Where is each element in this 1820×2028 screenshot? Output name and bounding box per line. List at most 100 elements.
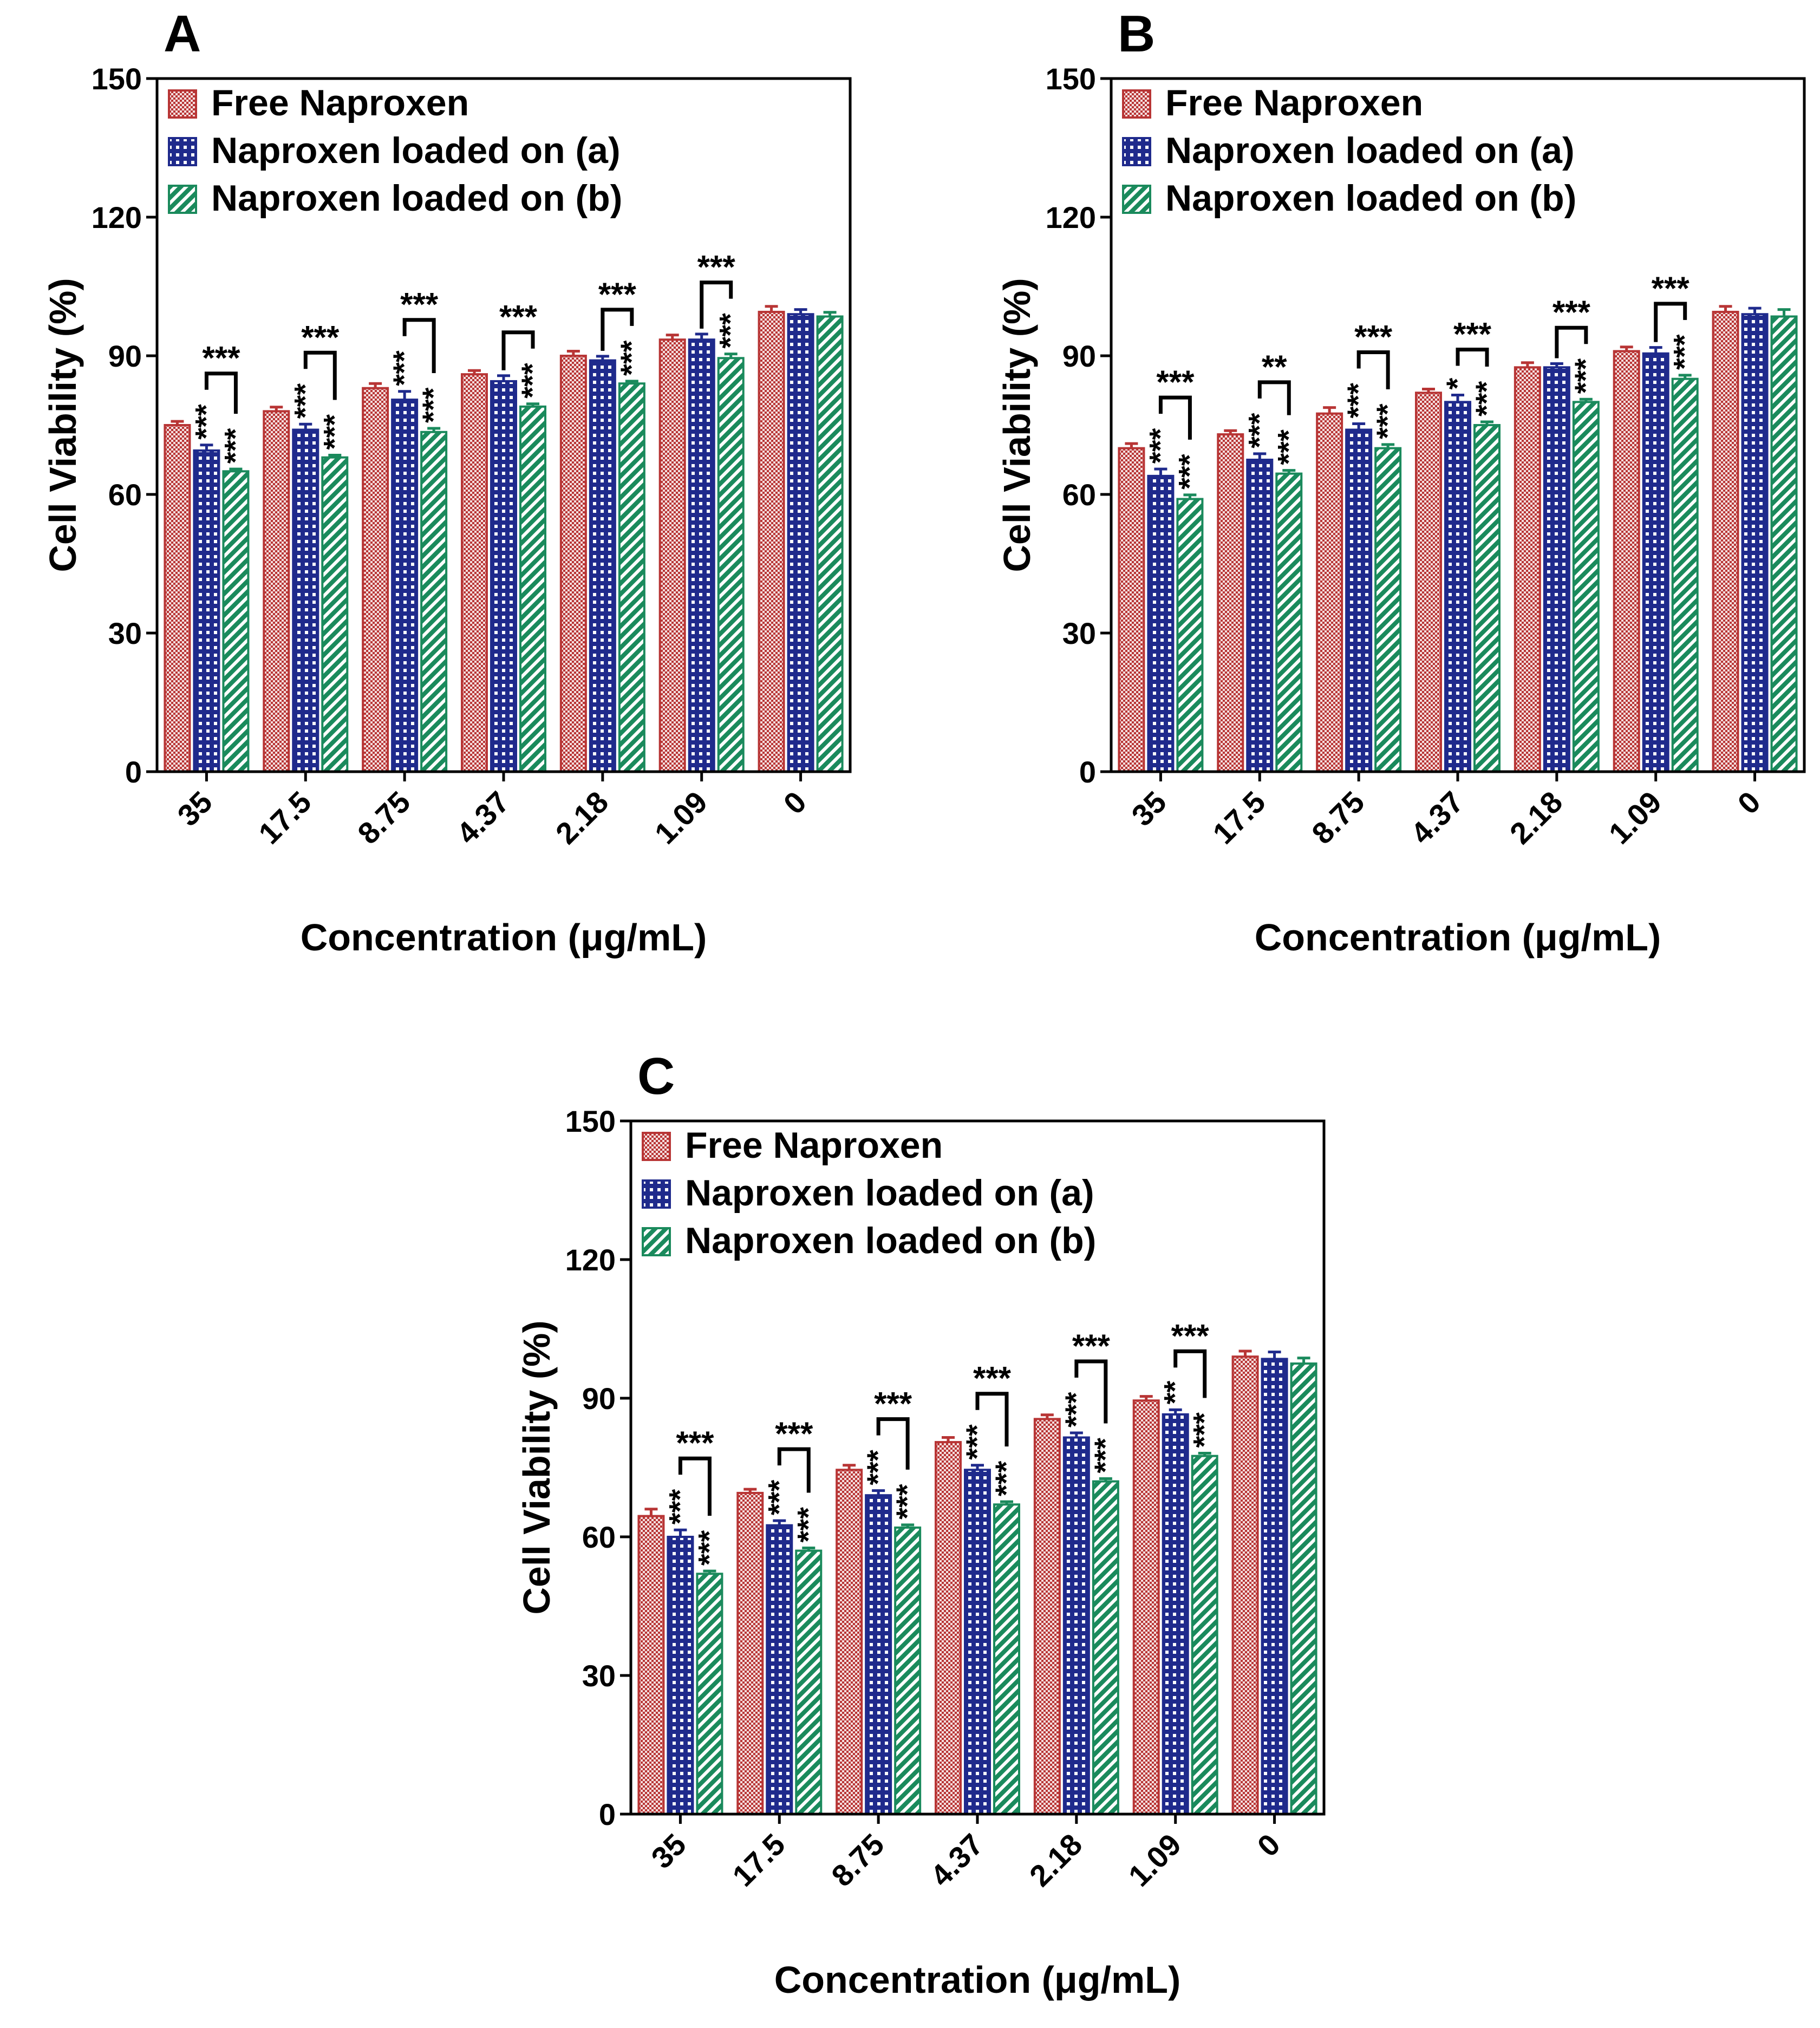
error-bar: [901, 1523, 915, 1528]
legend-swatch: [1122, 185, 1151, 214]
panel-letter: A: [164, 5, 201, 63]
significance-label: ***: [662, 1489, 696, 1525]
bar-A-17.5-s1: [292, 428, 319, 773]
error-bar: [1748, 307, 1762, 315]
significance-bracket: [501, 330, 535, 370]
error-bar: [299, 422, 312, 430]
error-bar: [765, 305, 778, 312]
plot-frame: [629, 1119, 1326, 1816]
error-bar: [1268, 1351, 1281, 1359]
x-tick-label: 0: [1250, 1827, 1287, 1863]
significance-bracket: [1654, 302, 1687, 342]
bar-C-4.37-s2: [993, 1503, 1020, 1815]
y-tick-label: 120: [92, 200, 142, 234]
bar-A-4.37-s1: [490, 380, 517, 773]
significance-bracket: [777, 1447, 811, 1493]
y-axis-title: Cell Viability (%): [516, 1320, 558, 1614]
y-tick-label: 60: [1062, 478, 1096, 512]
error-bar: [171, 420, 184, 425]
bar-B-0-s2: [1770, 315, 1798, 773]
bar-C-35-s2: [696, 1573, 723, 1815]
significance-bracket: [402, 318, 436, 373]
chart-panel-a: A *** *** *** 35 *** *** *** 17.5 *** *** *** 8.75 **…: [0, 0, 931, 986]
error-bar: [724, 353, 738, 358]
significance-label: ***: [1088, 1438, 1122, 1473]
plot-frame: [1110, 77, 1806, 773]
y-tick-label: 0: [599, 1797, 616, 1831]
bar-A-2.18-s2: [618, 382, 645, 773]
bracket-label: ***: [874, 1386, 912, 1422]
error-bar: [566, 349, 580, 356]
significance-label: ***: [692, 1530, 726, 1566]
bar-B-4.37-s2: [1473, 424, 1501, 773]
bar-B-4.37-s0: [1415, 392, 1442, 773]
y-tick-label: 30: [1062, 616, 1096, 650]
error-bar: [625, 380, 638, 384]
x-tick-label: 2.18: [1023, 1827, 1089, 1893]
significance-label: ***: [713, 313, 747, 349]
bracket-label: ***: [301, 319, 340, 355]
y-tick-label: 60: [582, 1520, 616, 1554]
legend-label: Free Naproxen: [211, 82, 469, 123]
error-bar: [328, 453, 342, 458]
bar-C-0-s1: [1261, 1358, 1288, 1815]
legend-label: Free Naproxen: [1165, 82, 1423, 123]
bar-C-0-s0: [1231, 1355, 1259, 1815]
bar-A-0-s0: [758, 310, 785, 773]
bar-A-17.5-s2: [321, 456, 349, 773]
x-axis-title: Concentration (μg/mL): [301, 916, 707, 958]
chart-panel-c: C *** *** *** 35 *** *** *** 17.5 *** *** *** 8.75 **…: [474, 1042, 1405, 2028]
bracket-label: ***: [1072, 1328, 1111, 1364]
error-bar: [526, 402, 539, 407]
significance-bracket: [975, 1392, 1009, 1447]
x-tick-label: 8.75: [351, 785, 417, 851]
significance-label: **: [1158, 1381, 1192, 1405]
bar-B-2.18-s2: [1572, 401, 1600, 773]
significance-bracket: [1158, 395, 1192, 440]
bar-B-17.5-s0: [1217, 433, 1244, 773]
error-bar: [398, 390, 412, 400]
bar-C-1.09-s2: [1191, 1455, 1218, 1815]
significance-label: ***: [1667, 334, 1701, 370]
error-bar: [200, 444, 213, 451]
bar-A-1.09-s2: [717, 357, 745, 773]
bar-C-2.18-s2: [1092, 1480, 1119, 1815]
bar-C-2.18-s1: [1062, 1436, 1090, 1815]
bar-A-35-s2: [222, 470, 250, 773]
legend-swatch: [1122, 89, 1151, 119]
bracket-label: ***: [676, 1425, 714, 1461]
bar-A-2.18-s1: [589, 359, 616, 773]
error-bar: [1183, 493, 1197, 499]
legend-label: Free Naproxen: [685, 1125, 943, 1166]
chart-svg: A*********35*********17.5*********8.75**…: [42, 5, 852, 958]
x-tick-label: 0: [1731, 785, 1767, 821]
bar-C-1.09-s0: [1132, 1399, 1160, 1815]
bar-B-8.75-s2: [1374, 447, 1402, 773]
error-bar: [1282, 469, 1296, 474]
x-tick-label: 8.75: [1305, 785, 1371, 851]
significance-bracket: [601, 308, 634, 351]
bracket-label: ***: [499, 299, 538, 335]
error-bar: [1777, 308, 1791, 317]
bracket-label: ***: [1453, 316, 1492, 353]
y-tick-label: 0: [1079, 755, 1096, 789]
panel-letter: B: [1118, 5, 1155, 63]
legend-swatch: [642, 1227, 671, 1256]
x-tick-label: 4.37: [450, 785, 516, 851]
error-bar: [427, 427, 441, 432]
bar-C-2.18-s0: [1033, 1418, 1061, 1815]
error-bar: [674, 1528, 687, 1537]
bar-A-4.37-s2: [519, 405, 546, 773]
bar-B-0-s1: [1741, 313, 1769, 773]
legend-label: Naproxen loaded on (b): [1165, 178, 1576, 219]
bar-B-35-s2: [1176, 498, 1204, 773]
significance-label: ***: [1187, 1412, 1221, 1448]
error-bar: [1649, 346, 1662, 354]
significance-bracket: [700, 281, 733, 329]
x-tick-label: 2.18: [1503, 785, 1569, 851]
significance-label: ***: [1172, 454, 1206, 490]
significance-label: ***: [1271, 429, 1305, 465]
error-bar: [743, 1488, 757, 1493]
error-bar: [1719, 305, 1732, 312]
x-tick-label: 8.75: [825, 1827, 891, 1893]
